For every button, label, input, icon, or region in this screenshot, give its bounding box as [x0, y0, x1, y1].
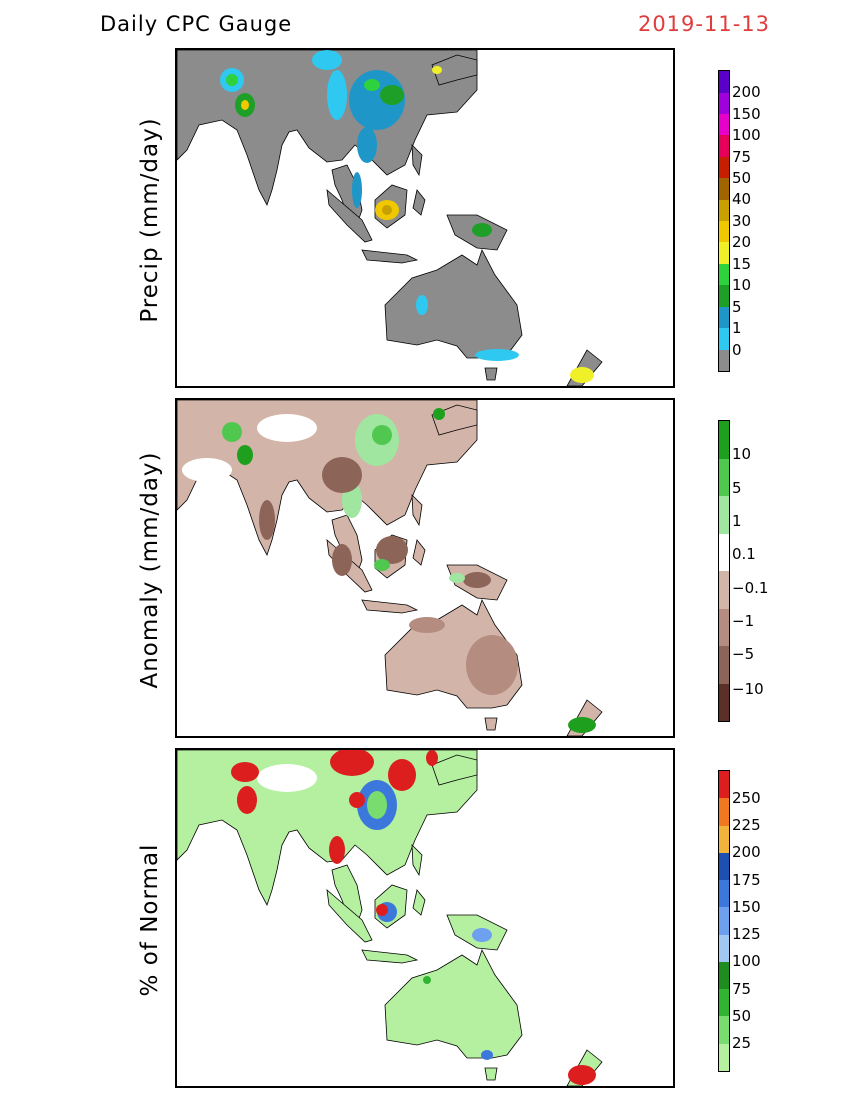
percent-cbar-label-8: 225	[732, 816, 761, 834]
anomaly-blobs	[182, 408, 596, 733]
percent-colorbar-swatch	[719, 880, 729, 908]
precip-cbar-label-0: 0	[732, 341, 742, 359]
percent-cbar-label-7: 200	[732, 843, 761, 861]
chart-title: Daily CPC Gauge	[100, 12, 293, 36]
precip-colorbar-swatch	[719, 349, 729, 371]
anomaly-colorbar-swatch	[719, 646, 729, 684]
percent-cbar-label-2: 75	[732, 980, 752, 998]
percent-map	[177, 750, 603, 1086]
percent-colorbar-swatch	[719, 1043, 729, 1071]
precip-colorbar-swatch	[719, 221, 729, 243]
precip-cbar-label-9: 75	[732, 148, 752, 166]
date-label: 2019-11-13	[637, 12, 770, 36]
precip-cbar-label-8: 50	[732, 169, 752, 187]
precip-cbar-label-11: 150	[732, 105, 761, 123]
anomaly-cbar-label-5: 1	[732, 512, 742, 530]
anomaly-colorbar-swatch	[719, 533, 729, 571]
precip-colorbar-swatch	[719, 306, 729, 329]
percent-colorbar	[718, 770, 730, 1072]
percent-colorbar-swatch	[719, 852, 729, 881]
percent-cbar-label-4: 125	[732, 925, 761, 943]
precip-colorbar-swatch	[719, 71, 729, 93]
percent-cbar-label-0: 25	[732, 1034, 752, 1052]
precip-map	[177, 50, 603, 386]
anomaly-colorbar-swatch	[719, 496, 729, 534]
precip-cbar-label-3: 10	[732, 276, 752, 294]
anomaly-cbar-label-6: 5	[732, 479, 742, 497]
precip-ylabel: Precip (mm/day)	[137, 117, 163, 323]
precip-colorbar-swatch	[719, 328, 729, 350]
anomaly-colorbar-swatch	[719, 571, 729, 609]
percent-colorbar-swatch	[719, 771, 729, 799]
precip-cbar-label-2: 5	[732, 298, 742, 316]
anomaly-ylabel: Anomaly (mm/day)	[137, 451, 163, 689]
precip-colorbar-swatch	[719, 242, 729, 264]
anomaly-cbar-label-7: 10	[732, 445, 752, 463]
percent-colorbar-swatch	[719, 825, 729, 853]
anomaly-cbar-label-0: −10	[732, 680, 764, 698]
percent-cbar-label-5: 150	[732, 898, 761, 916]
percent-cbar-label-9: 250	[732, 789, 761, 807]
precip-rain-blobs	[220, 50, 594, 383]
precip-colorbar-swatch	[719, 263, 729, 286]
precip-colorbar	[718, 70, 730, 372]
percent-colorbar-swatch	[719, 989, 729, 1017]
precip-map-panel	[175, 48, 675, 388]
anomaly-map	[177, 400, 603, 736]
precip-cbar-label-12: 200	[732, 83, 761, 101]
precip-colorbar-swatch	[719, 135, 729, 157]
anomaly-colorbar-swatch	[719, 421, 729, 459]
percent-colorbar-swatch	[719, 934, 729, 962]
precip-colorbar-swatch	[719, 156, 729, 179]
precip-colorbar-swatch	[719, 113, 729, 136]
precip-cbar-label-6: 30	[732, 212, 752, 230]
anomaly-colorbar	[718, 420, 730, 722]
percent-colorbar-swatch	[719, 907, 729, 935]
precip-cbar-label-4: 15	[732, 255, 752, 273]
anomaly-cbar-label-2: −1	[732, 612, 755, 630]
percent-colorbar-swatch	[719, 1016, 729, 1044]
anomaly-cbar-label-3: −0.1	[732, 579, 769, 597]
percent-map-panel	[175, 748, 675, 1088]
percent-blobs	[231, 750, 596, 1085]
percent-ylabel: % of Normal	[137, 843, 163, 997]
percent-colorbar-swatch	[719, 961, 729, 990]
precip-colorbar-swatch	[719, 178, 729, 200]
percent-cbar-label-3: 100	[732, 952, 761, 970]
precip-cbar-label-5: 20	[732, 233, 752, 251]
anomaly-colorbar-swatch	[719, 458, 729, 496]
anomaly-cbar-label-1: −5	[732, 645, 755, 663]
precip-cbar-label-10: 100	[732, 126, 761, 144]
precip-colorbar-swatch	[719, 199, 729, 222]
anomaly-map-panel	[175, 398, 675, 738]
anomaly-cbar-label-4: 0.1	[732, 545, 756, 563]
precip-colorbar-swatch	[719, 285, 729, 307]
anomaly-colorbar-swatch	[719, 683, 729, 721]
precip-cbar-label-7: 40	[732, 190, 752, 208]
percent-cbar-label-1: 50	[732, 1007, 752, 1025]
percent-cbar-label-6: 175	[732, 871, 761, 889]
anomaly-colorbar-swatch	[719, 608, 729, 646]
precip-cbar-label-1: 1	[732, 319, 742, 337]
precip-colorbar-swatch	[719, 92, 729, 114]
percent-colorbar-swatch	[719, 798, 729, 826]
